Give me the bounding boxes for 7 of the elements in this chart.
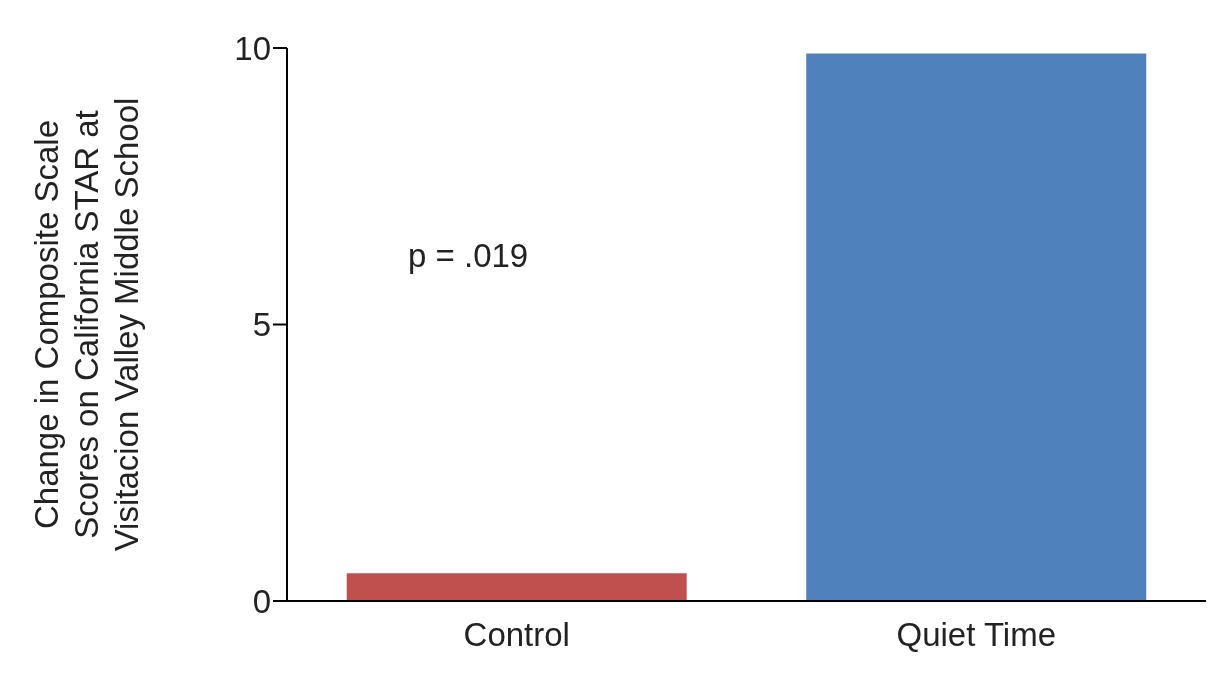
- x-tick-label: Quiet Time: [896, 616, 1057, 654]
- annotation: p = .019: [408, 236, 529, 276]
- x-tick-label: Control: [463, 616, 570, 654]
- y-tick-label: 0: [252, 582, 271, 620]
- y-tick-label: 10: [234, 29, 271, 67]
- y-tick-label: 5: [252, 306, 271, 344]
- y-axis-title: Change in Composite Scale Scores on California STAR at Visitacion Valley Middle School: [28, 97, 145, 552]
